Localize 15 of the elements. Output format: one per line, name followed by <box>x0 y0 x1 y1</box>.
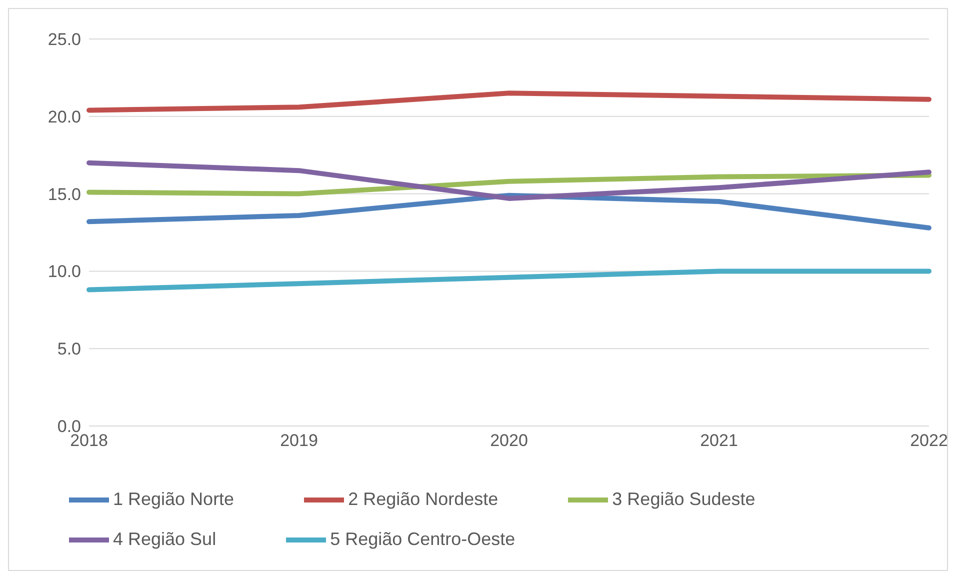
y-tick-label: 15.0 <box>48 184 81 204</box>
y-tick-label: 25.0 <box>48 30 81 50</box>
x-tick-label: 2019 <box>280 431 318 450</box>
x-tick-label: 2021 <box>700 431 738 450</box>
y-tick-label: 10.0 <box>48 262 81 282</box>
legend-label: 1 Região Norte <box>113 488 234 509</box>
legend-label: 3 Região Sudeste <box>612 488 756 509</box>
x-tick-label: 2022 <box>910 431 948 450</box>
x-tick-label: 2018 <box>70 431 108 450</box>
legend-label: 4 Região Sul <box>113 528 216 549</box>
y-tick-label: 20.0 <box>48 107 81 126</box>
legend-label: 2 Região Nordeste <box>348 488 498 509</box>
legend-label: 5 Região Centro-Oeste <box>330 528 516 549</box>
y-tick-label: 5.0 <box>57 340 81 359</box>
x-tick-label: 2020 <box>490 431 528 450</box>
